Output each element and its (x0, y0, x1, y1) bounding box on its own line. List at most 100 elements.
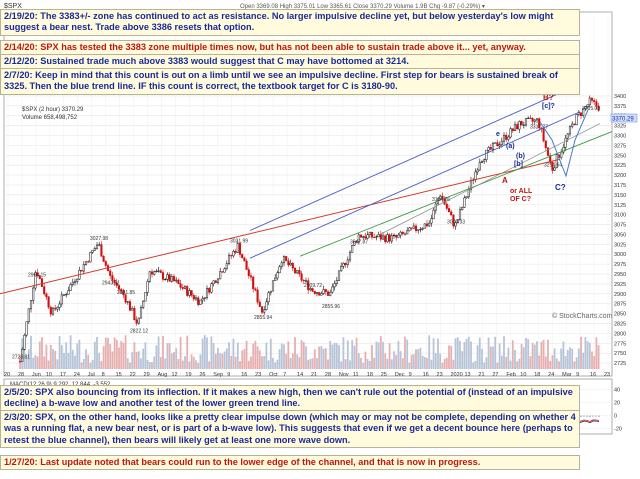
volume-bar (265, 342, 268, 369)
volume-bar (234, 356, 237, 369)
volume-bar (203, 335, 206, 369)
candle-body (320, 293, 323, 296)
candle-body (124, 294, 127, 303)
volume-bar (166, 343, 169, 369)
volume-bar (76, 343, 79, 369)
volume-bar (252, 343, 255, 369)
volume-bar (285, 353, 288, 369)
candle-body (150, 271, 154, 275)
note-2-19: 2/19/20: The 3383+/- zone has continued … (0, 9, 580, 36)
candle-body (544, 140, 547, 148)
volume-bar (320, 346, 323, 369)
candle-body (590, 97, 594, 101)
candle-body (71, 281, 74, 285)
volume-bar (507, 347, 510, 369)
volume-bar (412, 354, 415, 369)
candle-body (280, 262, 283, 267)
volume-bar (478, 337, 481, 369)
candle-body (487, 147, 490, 151)
candle-body (117, 285, 121, 290)
volume-bar (30, 335, 32, 369)
volume-bar (219, 353, 222, 369)
candle-body (480, 160, 484, 163)
volume-bar (47, 360, 50, 369)
candle-body (80, 269, 83, 272)
y-tick-label: 3325 (614, 124, 626, 130)
candle-body (322, 289, 325, 294)
candle-body (373, 236, 376, 239)
candle-body (89, 252, 92, 263)
volume-bar (133, 342, 136, 369)
volume-bar (399, 351, 402, 369)
candle-body (489, 147, 492, 150)
candle-body (186, 286, 189, 296)
price-pivot-label: 2909.72 (304, 283, 322, 289)
macd-histogram-bar (598, 415, 600, 417)
volume-bar (71, 349, 74, 369)
candle-body (597, 105, 600, 111)
volume-bar (289, 358, 292, 369)
candle-body (307, 280, 310, 291)
candle-body (364, 236, 367, 239)
volume-bar (573, 361, 576, 369)
candle-body (91, 250, 94, 253)
candle-body (419, 228, 422, 231)
macd-histogram-bar (595, 415, 597, 417)
wave-a-label: A (502, 176, 508, 185)
candle-body (188, 290, 191, 296)
candle-body (296, 270, 299, 274)
red-trend-line (0, 158, 561, 295)
volume-bar (382, 341, 384, 369)
price-pivot-label: 2943.31 (102, 281, 120, 287)
volume-bar (91, 359, 94, 369)
volume-bar (27, 349, 30, 369)
volume-bar (388, 343, 391, 369)
candle-body (549, 155, 552, 163)
candle-body (377, 234, 380, 237)
candle-body (56, 307, 59, 310)
candle-body (511, 128, 514, 131)
candle-body (190, 290, 193, 296)
volume-bar (247, 360, 250, 369)
candle-body (216, 278, 220, 283)
channel-lines (0, 83, 613, 295)
volume-bar (470, 341, 472, 369)
candle-body (474, 171, 477, 181)
volume-bar (558, 361, 560, 369)
wave-a-alt-label: or ALL (510, 188, 533, 195)
volume-bar (153, 356, 156, 369)
volume-bar (357, 353, 360, 369)
volume-bar (120, 341, 123, 369)
candle-body (582, 108, 585, 116)
volume-bar (439, 353, 442, 369)
volume-bar (360, 357, 362, 369)
volume-bar (379, 335, 382, 369)
candle-body (571, 123, 574, 127)
candle-body (518, 121, 521, 130)
candle-body (577, 112, 580, 115)
volume-bar (324, 348, 327, 369)
candle-body (36, 272, 39, 277)
wave-annotations: B? C? [c]? A or ALL OF C? [b] (a) (b) e (496, 93, 566, 203)
candle-body (267, 292, 270, 303)
candle-body (318, 292, 321, 296)
candle-body (315, 292, 319, 294)
volume-bar (236, 342, 239, 369)
volume-bar (542, 339, 545, 369)
candle-body (564, 137, 567, 148)
volume-bar (335, 343, 338, 369)
volume-bar (175, 348, 178, 369)
candle-body (362, 236, 365, 238)
volume-bar (509, 360, 512, 369)
candle-body (170, 276, 173, 282)
volume-bar (582, 352, 585, 369)
candle-body (496, 142, 499, 147)
candle-body (340, 265, 343, 272)
volume-bar (349, 360, 351, 369)
channel-upper-line (249, 83, 581, 231)
candle-body (142, 300, 145, 308)
x-tick-label: 9 (227, 372, 230, 378)
candle-body (34, 272, 37, 289)
candle-body (522, 124, 525, 126)
candle-body (212, 280, 215, 284)
